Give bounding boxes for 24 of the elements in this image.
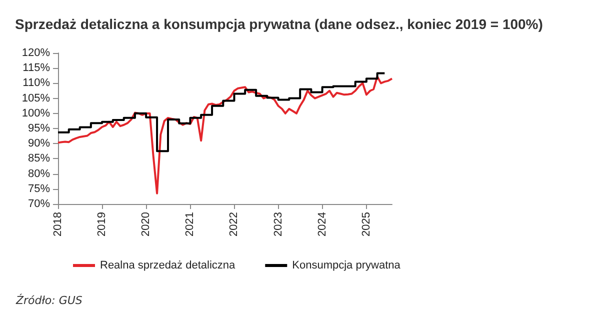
x-tick-label: 2021 (184, 212, 196, 236)
y-tick-label: 115% (22, 62, 50, 74)
x-tick-label: 2020 (140, 212, 152, 236)
y-tick-label: 110% (22, 77, 50, 90)
line-series (57, 76, 393, 194)
x-tick-label: 2018 (52, 212, 64, 236)
x-tick-label: 2025 (360, 212, 372, 236)
legend-label: Realna sprzedaż detaliczna (100, 260, 236, 272)
y-tick-label: 80% (28, 168, 50, 180)
x-tick-label: 2019 (96, 212, 108, 236)
x-tick-label: 2024 (316, 212, 328, 236)
x-tick-label: 2023 (272, 212, 284, 236)
y-tick-label: 120% (22, 47, 50, 59)
y-tick-label: 90% (28, 138, 50, 150)
y-tick-label: 70% (28, 198, 50, 210)
y-tick-label: 85% (28, 152, 50, 165)
legend-label: Konsumpcja prywatna (292, 260, 402, 272)
y-tick-label: 95% (28, 122, 50, 134)
y-tick-label: 100% (22, 107, 50, 120)
y-tick-label: 75% (28, 182, 50, 195)
y-tick-label: 105% (22, 92, 50, 104)
text: Źródło: GUS (15, 293, 82, 307)
x-tick-label: 2022 (228, 212, 240, 236)
chart-title: Sprzedaż detaliczna a konsumpcja prywatna (dane odsez., koniec 2019 = 100%) (15, 16, 543, 32)
